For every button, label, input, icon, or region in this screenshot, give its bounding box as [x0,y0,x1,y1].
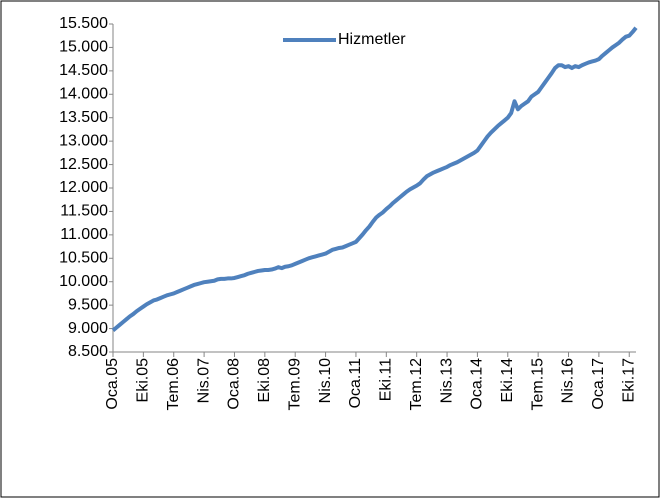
line-series [111,26,638,332]
y-tick-label: 11.500 [60,203,108,220]
y-tick-label: 15.000 [59,39,108,56]
y-tick-label: 14.000 [59,86,108,103]
x-tick-label: Eki.05 [135,358,152,403]
y-tick-label: 12.500 [59,156,108,173]
x-tick-label: Oca.05 [104,358,121,410]
x-tick-label: Tem.09 [286,358,303,411]
x-tick-label: Oca.17 [590,358,607,410]
y-tick-label: 13.000 [59,132,108,149]
x-tick-label: Tem.06 [165,358,182,411]
x-tick-label: Eki.17 [620,358,637,403]
x-tick-label: Nis.10 [317,358,334,403]
y-tick-label: 10.500 [59,250,108,267]
y-tick-label: 14.500 [59,62,108,79]
x-tick-label: Oca.11 [347,358,364,409]
y-tick-label: 13.500 [59,109,108,126]
x-tick-label: Nis.13 [438,358,455,403]
y-tick-label: 9.000 [68,320,108,337]
y-tick-label: 10.000 [59,273,108,290]
y-tick-label: 15.500 [59,15,108,32]
y-tick-label: 12.000 [59,179,108,196]
x-tick-label: Nis.16 [560,358,577,403]
x-tick-label: Nis.07 [195,358,212,403]
x-tick-label: Tem.12 [408,358,425,411]
x-tick-label: Eki.11 [378,358,395,401]
x-tick-label: Eki.08 [256,358,273,403]
y-tick-label: 11.000 [60,226,108,243]
y-tick-label: 8.500 [68,343,108,360]
legend-label: Hizmetler [338,31,406,48]
x-tick-label: Tem.15 [529,358,546,411]
x-tick-label: Eki.14 [499,358,516,403]
y-tick-label: 9.500 [68,296,108,313]
x-tick-label: Oca.14 [469,358,486,410]
x-tick-label: Oca.08 [226,358,243,410]
